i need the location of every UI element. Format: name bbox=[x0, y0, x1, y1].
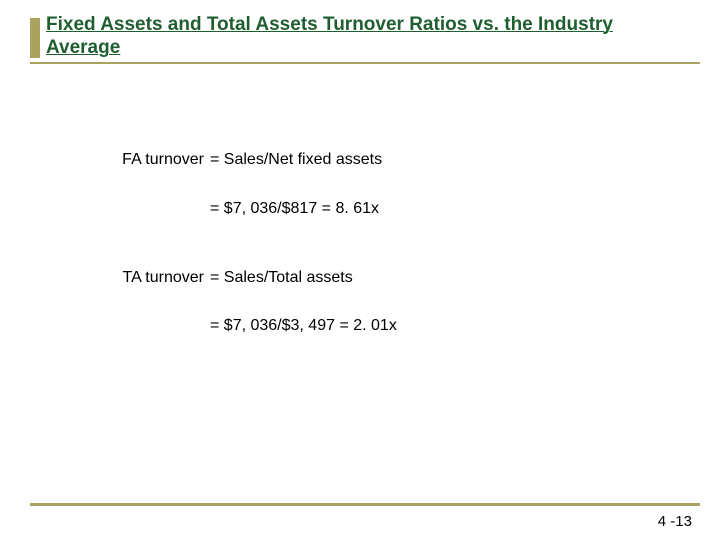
equation-rhs: = $7, 036/$817 = 8. 61x bbox=[210, 199, 379, 220]
top-rule bbox=[30, 62, 700, 64]
slide-title: Fixed Assets and Total Assets Turnover R… bbox=[46, 14, 686, 60]
equation-lhs bbox=[110, 316, 210, 337]
equations-block: FA turnover = Sales/Net fixed assets = $… bbox=[110, 150, 397, 365]
equation-row: = $7, 036/$3, 497 = 2. 01x bbox=[110, 316, 397, 337]
page-number: 4 -13 bbox=[658, 513, 692, 530]
equation-rhs: = $7, 036/$3, 497 = 2. 01x bbox=[210, 316, 397, 337]
equation-lhs: TA turnover bbox=[110, 268, 210, 289]
equation-lhs bbox=[110, 199, 210, 220]
title-accent-bar bbox=[30, 18, 40, 58]
equation-row: TA turnover = Sales/Total assets bbox=[110, 268, 397, 289]
equation-lhs: FA turnover bbox=[110, 150, 210, 171]
bottom-rule bbox=[30, 503, 700, 506]
equation-rhs: = Sales/Net fixed assets bbox=[210, 150, 382, 171]
title-region: Fixed Assets and Total Assets Turnover R… bbox=[30, 14, 686, 60]
equation-rhs: = Sales/Total assets bbox=[210, 268, 353, 289]
equation-row: = $7, 036/$817 = 8. 61x bbox=[110, 199, 397, 220]
slide: Fixed Assets and Total Assets Turnover R… bbox=[0, 0, 720, 540]
equation-row: FA turnover = Sales/Net fixed assets bbox=[110, 150, 397, 171]
